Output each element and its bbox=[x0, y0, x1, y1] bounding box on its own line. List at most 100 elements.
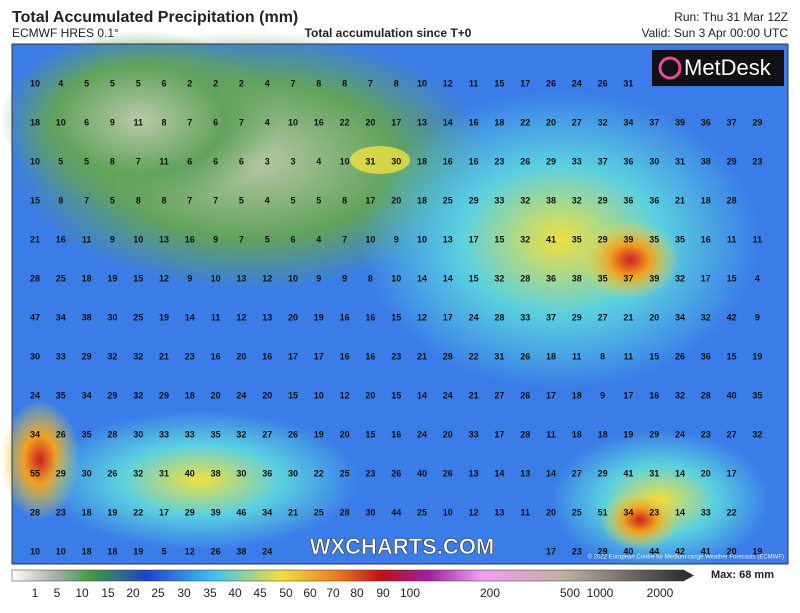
grid-value: 12 bbox=[262, 273, 272, 283]
grid-value: 26 bbox=[675, 351, 685, 361]
grid-value: 41 bbox=[701, 546, 711, 556]
grid-value: 32 bbox=[598, 117, 608, 127]
grid-value: 4 bbox=[316, 234, 321, 244]
grid-value: 17 bbox=[520, 78, 530, 88]
grid-value: 21 bbox=[469, 390, 479, 400]
grid-value: 11 bbox=[546, 429, 556, 439]
grid-value: 4 bbox=[265, 195, 270, 205]
grid-value: 18 bbox=[82, 273, 92, 283]
grid-value: 22 bbox=[469, 351, 479, 361]
grid-value: 8 bbox=[600, 351, 605, 361]
grid-value: 30 bbox=[133, 429, 143, 439]
grid-value: 10 bbox=[365, 234, 375, 244]
grid-value: 23 bbox=[752, 156, 762, 166]
grid-value: 13 bbox=[159, 234, 169, 244]
grid-value: 21 bbox=[417, 351, 427, 361]
grid-value: 14 bbox=[417, 390, 427, 400]
grid-value: 39 bbox=[623, 234, 633, 244]
grid-value: 33 bbox=[494, 195, 504, 205]
grid-value: 37 bbox=[727, 117, 737, 127]
grid-value: 30 bbox=[365, 507, 375, 517]
grid-value: 8 bbox=[368, 273, 373, 283]
grid-value: 2 bbox=[187, 78, 192, 88]
grid-value: 39 bbox=[675, 117, 685, 127]
grid-value: 7 bbox=[187, 117, 192, 127]
grid-value: 16 bbox=[469, 117, 479, 127]
grid-value: 26 bbox=[520, 390, 530, 400]
grid-value: 31 bbox=[649, 468, 659, 478]
grid-value: 15 bbox=[494, 234, 504, 244]
dry-area bbox=[0, 30, 280, 210]
grid-value: 37 bbox=[546, 312, 556, 322]
grid-value: 11 bbox=[82, 234, 92, 244]
grid-value: 10 bbox=[443, 507, 453, 517]
grid-value: 7 bbox=[290, 78, 295, 88]
grid-value: 9 bbox=[187, 273, 192, 283]
grid-value: 29 bbox=[56, 468, 66, 478]
grid-value: 32 bbox=[520, 234, 530, 244]
grid-value: 7 bbox=[368, 78, 373, 88]
grid-value: 16 bbox=[365, 312, 375, 322]
grid-value: 22 bbox=[314, 468, 324, 478]
grid-value: 17 bbox=[159, 507, 169, 517]
grid-value: 28 bbox=[107, 429, 117, 439]
colorbar-labels: 1 5 10 15 20 25 30 35 40 45 50 60 70 80 90 100 200 500 100… bbox=[32, 586, 674, 600]
grid-value: 20 bbox=[649, 312, 659, 322]
grid-value: 18 bbox=[572, 429, 582, 439]
grid-value: 15 bbox=[133, 273, 143, 283]
colorbar-label: 70 bbox=[326, 586, 340, 600]
grid-value: 11 bbox=[133, 117, 143, 127]
grid-value: 38 bbox=[572, 273, 582, 283]
grid-value: 27 bbox=[727, 429, 737, 439]
grid-value: 17 bbox=[391, 117, 401, 127]
grid-value: 47 bbox=[30, 312, 40, 322]
heavy-area bbox=[600, 490, 680, 550]
grid-value: 44 bbox=[391, 507, 401, 517]
grid-value: 35 bbox=[598, 273, 608, 283]
grid-value: 37 bbox=[623, 273, 633, 283]
grid-value: 36 bbox=[623, 195, 633, 205]
grid-value: 15 bbox=[727, 351, 737, 361]
grid-value: 28 bbox=[30, 507, 40, 517]
grid-value: 19 bbox=[133, 546, 143, 556]
grid-value: 19 bbox=[752, 546, 762, 556]
grid-value: 9 bbox=[600, 390, 605, 400]
grid-value: 20 bbox=[288, 312, 298, 322]
colorbar-label: 80 bbox=[350, 586, 364, 600]
grid-value: 14 bbox=[675, 507, 685, 517]
grid-value: 27 bbox=[572, 117, 582, 127]
grid-value: 29 bbox=[598, 546, 608, 556]
grid-value: 16 bbox=[391, 429, 401, 439]
grid-value: 23 bbox=[494, 156, 504, 166]
grid-value: 4 bbox=[265, 117, 270, 127]
grid-value: 4 bbox=[755, 273, 760, 283]
grid-value: 15 bbox=[365, 429, 375, 439]
grid-value: 23 bbox=[701, 429, 711, 439]
grid-value: 10 bbox=[288, 117, 298, 127]
grid-value: 8 bbox=[342, 78, 347, 88]
grid-value: 25 bbox=[133, 312, 143, 322]
grid-value: 17 bbox=[494, 429, 504, 439]
run: Run: Thu 31 Mar 12Z bbox=[674, 10, 788, 24]
grid-value: 28 bbox=[727, 195, 737, 205]
grid-value: 16 bbox=[649, 390, 659, 400]
grid-value: 8 bbox=[110, 156, 115, 166]
grid-value: 14 bbox=[494, 468, 504, 478]
grid-value: 12 bbox=[159, 273, 169, 283]
grid-value: 32 bbox=[107, 351, 117, 361]
grid-value: 16 bbox=[469, 156, 479, 166]
grid-value: 27 bbox=[262, 429, 272, 439]
grid-value: 17 bbox=[727, 468, 737, 478]
grid-value: 35 bbox=[752, 390, 762, 400]
grid-value: 20 bbox=[546, 117, 556, 127]
grid-value: 23 bbox=[185, 351, 195, 361]
grid-value: 13 bbox=[236, 273, 246, 283]
grid-value: 37 bbox=[598, 156, 608, 166]
grid-value: 26 bbox=[56, 429, 66, 439]
grid-value: 17 bbox=[288, 351, 298, 361]
grid-value: 16 bbox=[443, 156, 453, 166]
grid-value: 20 bbox=[546, 507, 556, 517]
grid-value: 32 bbox=[494, 273, 504, 283]
grid-value: 9 bbox=[316, 273, 321, 283]
